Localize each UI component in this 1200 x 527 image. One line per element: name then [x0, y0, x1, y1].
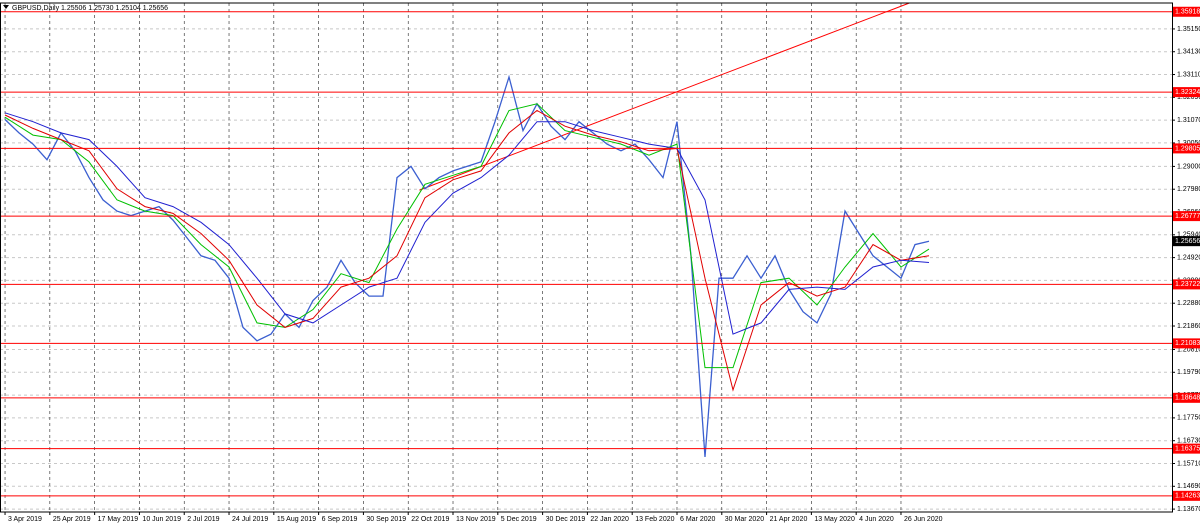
level-label: 1.21083: [1175, 340, 1200, 347]
level-label: 1.35918: [1175, 9, 1200, 16]
trendline: [419, 2, 910, 191]
price-label: 1.25656: [1175, 238, 1200, 245]
x-tick-label: 30 Dec 2019: [546, 516, 586, 523]
x-tick-label: 24 Jul 2019: [232, 516, 268, 523]
y-tick-label: 1.15710: [1177, 460, 1200, 467]
level-label: 1.29805: [1175, 145, 1200, 152]
y-tick-label: 1.14690: [1177, 483, 1200, 490]
level-label: 1.16375: [1175, 445, 1200, 452]
level-label-box: [1173, 443, 1200, 454]
x-tick-label: 30 Sep 2019: [366, 516, 406, 523]
y-tick-label: 1.24920: [1177, 254, 1200, 261]
y-tick-label: 1.31070: [1177, 117, 1200, 124]
x-tick-label: 17 May 2019: [98, 516, 139, 523]
level-label-box: [1173, 392, 1200, 403]
level-label: 1.26777: [1175, 213, 1200, 220]
x-tick-label: 3 Apr 2019: [8, 516, 42, 523]
level-label-box: [1173, 279, 1200, 290]
level-label-box: [1173, 87, 1200, 98]
y-tick-label: 1.25940: [1177, 232, 1200, 239]
level-label-box: [1173, 143, 1200, 154]
x-tick-label: 30 Mar 2020: [725, 516, 764, 523]
y-tick-label: 1.33110: [1177, 71, 1200, 78]
series-line: [4, 74, 930, 458]
x-tick-label: 13 May 2020: [814, 516, 855, 523]
y-tick-label: 1.30050: [1177, 140, 1200, 147]
level-label-box: [1173, 211, 1200, 222]
y-tick-label: 1.35150: [1177, 26, 1200, 33]
x-tick-label: 22 Jan 2020: [590, 516, 629, 523]
series-line: [4, 103, 930, 369]
level-label: 1.32324: [1175, 89, 1200, 96]
series-line: [4, 112, 930, 335]
y-tick-label: 1.17750: [1177, 415, 1200, 422]
x-tick-label: 6 Mar 2020: [680, 516, 716, 523]
x-tick-label: 21 Apr 2020: [770, 516, 808, 523]
x-tick-label: 6 Sep 2019: [322, 516, 358, 523]
y-tick-label: 1.22880: [1177, 300, 1200, 307]
y-tick-label: 1.19790: [1177, 369, 1200, 376]
plot-frame: [0, 2, 1173, 513]
level-label: 1.14263: [1175, 493, 1200, 500]
level-label: 1.18648: [1175, 395, 1200, 402]
x-tick-label: 26 Jun 2020: [904, 516, 943, 523]
x-tick-label: 5 Dec 2019: [501, 516, 537, 523]
level-label-box: [1173, 338, 1200, 349]
y-tick-label: 1.27980: [1177, 186, 1200, 193]
y-tick-label: 1.20810: [1177, 346, 1200, 353]
price-label-box: [1173, 236, 1200, 247]
x-tick-label: 13 Feb 2020: [635, 516, 674, 523]
y-tick-label: 1.21860: [1177, 323, 1200, 330]
x-tick-label: 13 Nov 2019: [456, 516, 496, 523]
y-tick-label: 1.34130: [1177, 49, 1200, 56]
chart-title: GBPUSD,Daily 1.25506 1.25730 1.25104 1.2…: [12, 5, 168, 12]
y-tick-label: 1.13670: [1177, 506, 1200, 513]
x-tick-label: 10 Jun 2019: [142, 516, 181, 523]
menu-arrow[interactable]: [3, 5, 9, 9]
x-tick-label: 4 Jun 2020: [859, 516, 894, 523]
series-line: [4, 109, 930, 392]
level-label-box: [1173, 6, 1200, 17]
x-tick-label: 25 Apr 2019: [53, 516, 91, 523]
level-label: 1.23722: [1175, 281, 1200, 288]
x-tick-label: 22 Oct 2019: [411, 516, 449, 523]
y-tick-label: 1.16730: [1177, 438, 1200, 445]
y-tick-label: 1.29000: [1177, 163, 1200, 170]
x-tick-label: 2 Jul 2019: [187, 516, 219, 523]
level-label-box: [1173, 490, 1200, 501]
x-tick-label: 15 Aug 2019: [277, 516, 316, 523]
y-tick-label: 1.32090: [1177, 94, 1200, 101]
